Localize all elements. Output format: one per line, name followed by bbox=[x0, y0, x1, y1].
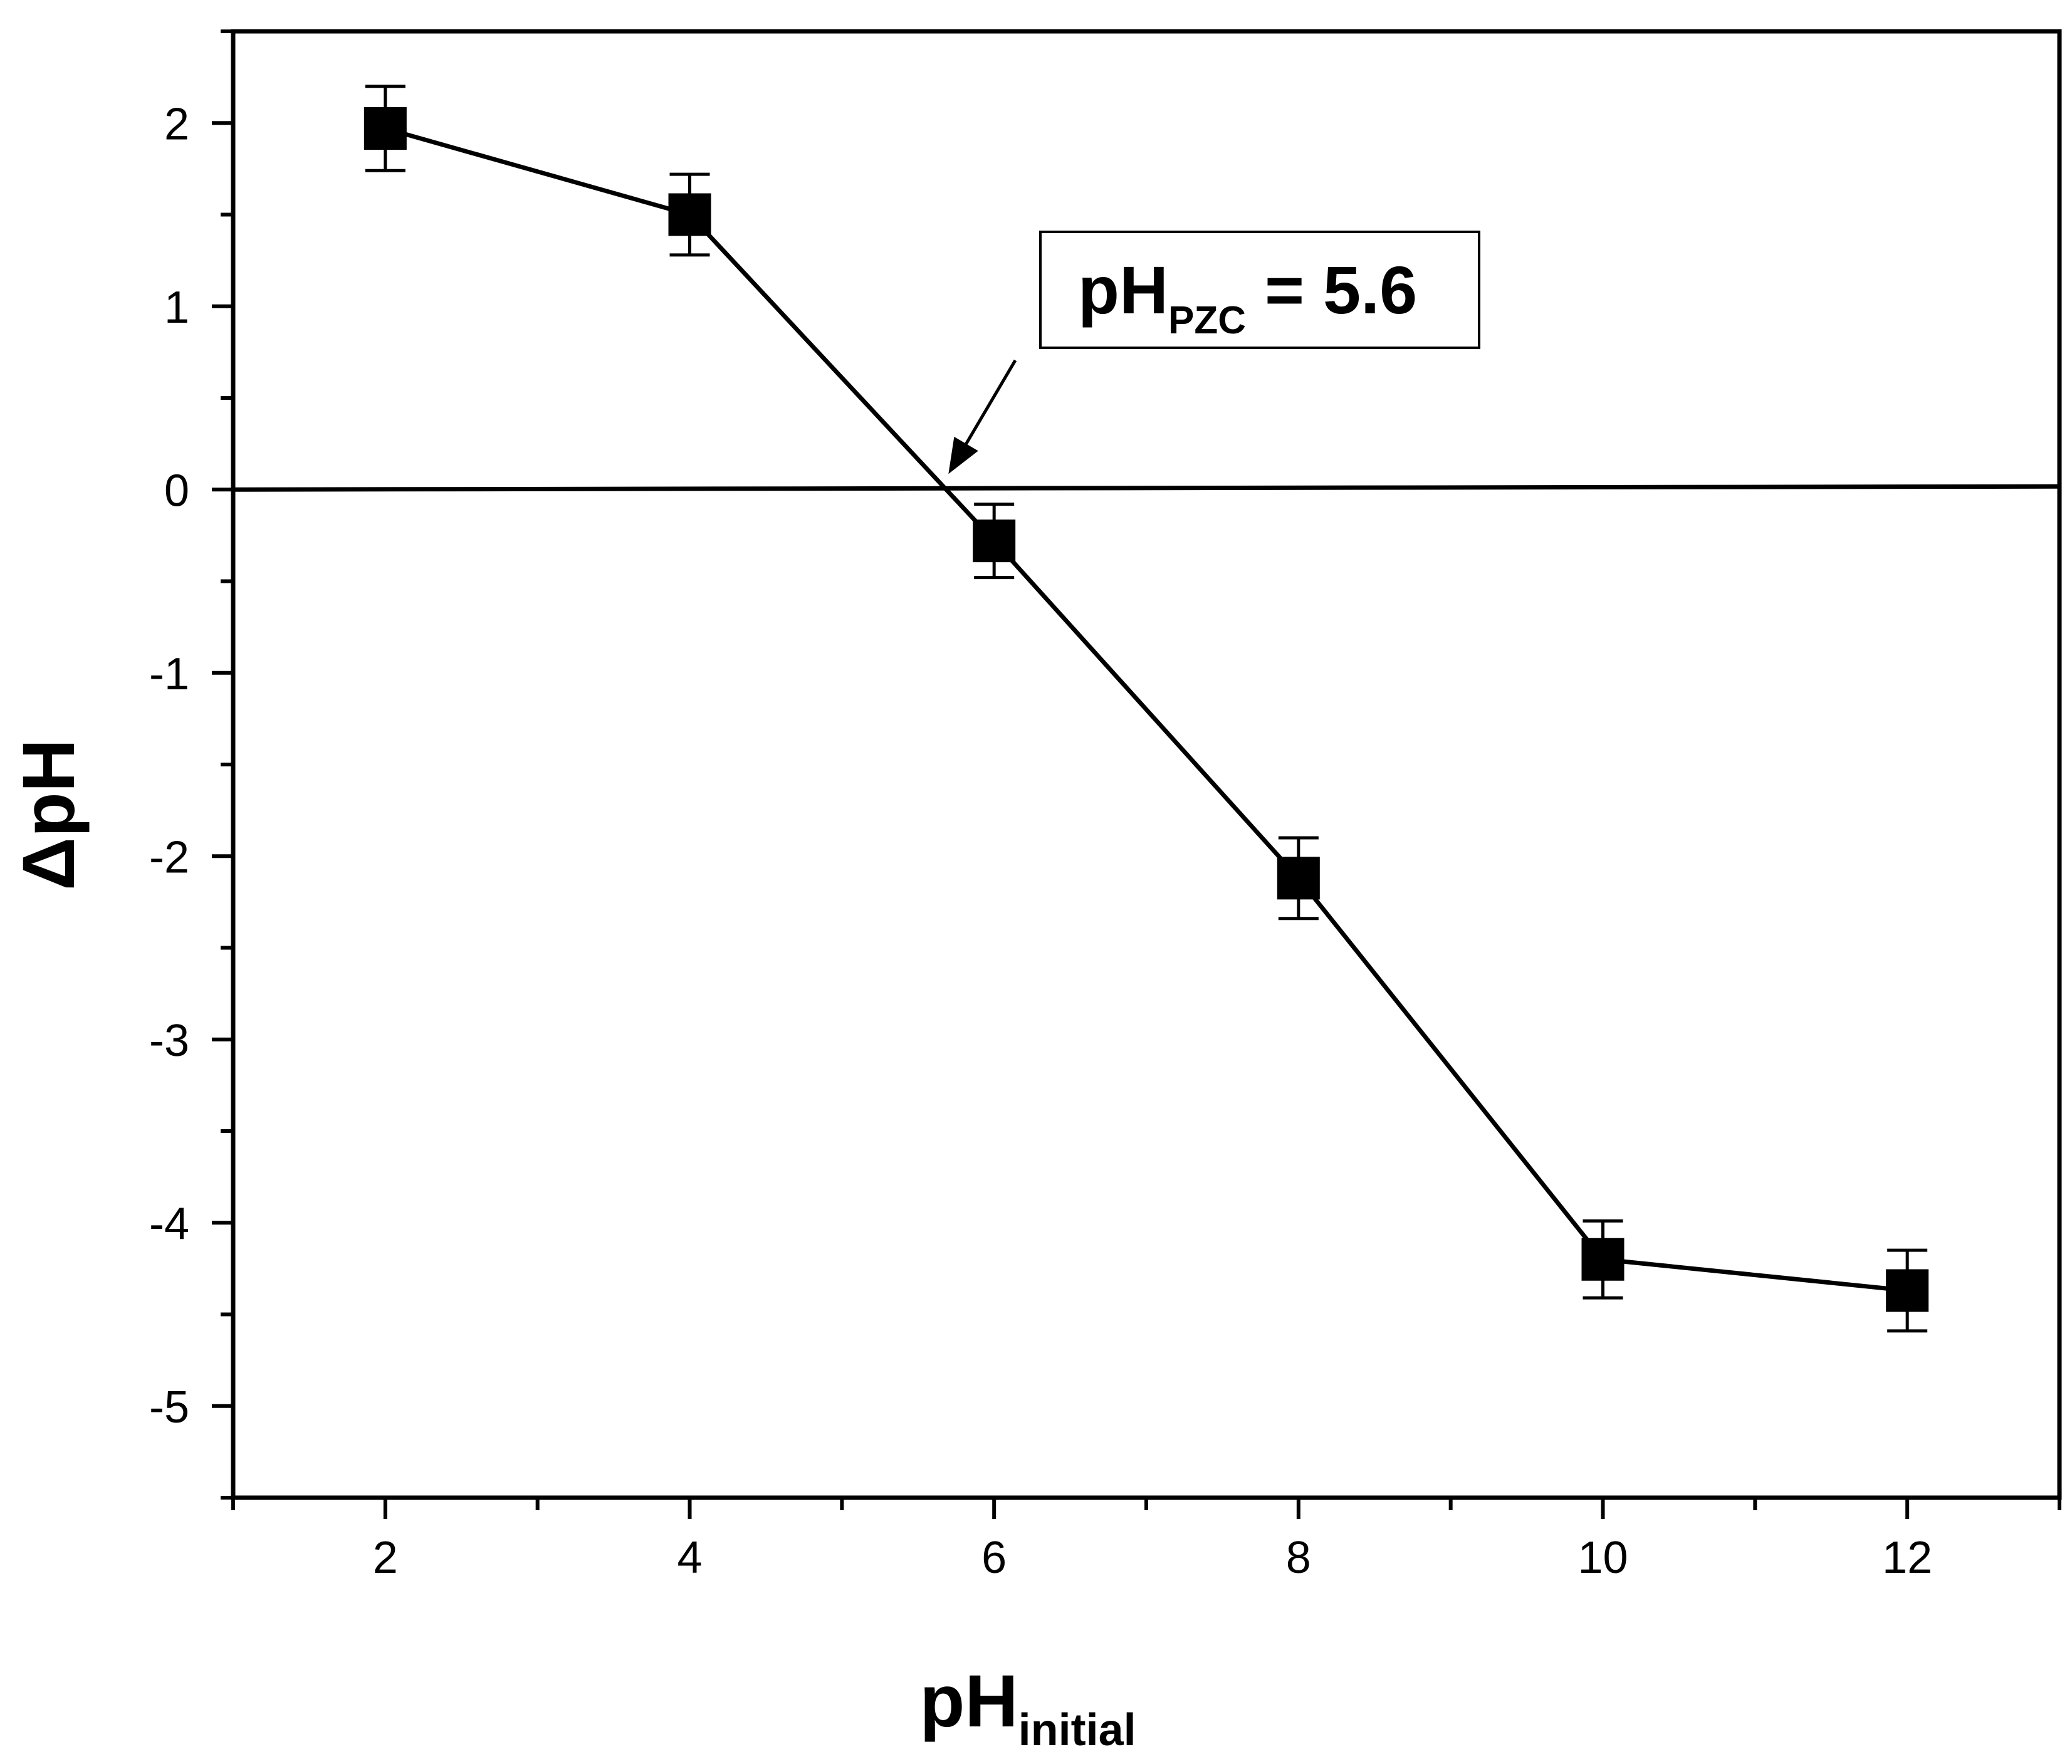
x-tick-label: 12 bbox=[1882, 1533, 1932, 1583]
zero-reference-layer bbox=[233, 484, 2060, 492]
annotation-suffix: = 5.6 bbox=[1246, 252, 1417, 328]
annotation-label: pHPZC = 5.6 bbox=[1078, 252, 1417, 342]
x-axis-title: pHinitial bbox=[919, 1660, 1136, 1755]
annotation-arrow-head bbox=[948, 436, 978, 474]
x-tick-label: 2 bbox=[373, 1533, 398, 1583]
annotation-arrow-shaft bbox=[960, 359, 1017, 454]
zero-reference-line bbox=[233, 484, 2060, 492]
series-layer bbox=[364, 85, 1929, 1333]
data-point-marker bbox=[973, 519, 1016, 563]
y-tick-label: 2 bbox=[164, 99, 189, 149]
data-point-marker bbox=[1581, 1238, 1625, 1281]
y-tick-label: 1 bbox=[164, 283, 189, 333]
data-point-marker bbox=[364, 107, 407, 150]
y-tick-label: -1 bbox=[149, 649, 189, 699]
annotation-sub: PZC bbox=[1168, 299, 1246, 342]
x-tick-label: 6 bbox=[981, 1533, 1007, 1583]
x-axis-title-sub: initial bbox=[1018, 1705, 1136, 1755]
y-tick-label: -5 bbox=[149, 1382, 189, 1433]
y-tick-label: -2 bbox=[149, 832, 189, 882]
data-point-marker bbox=[668, 193, 711, 236]
x-axis-title-main: pH bbox=[919, 1660, 1018, 1743]
annotation-box bbox=[1039, 231, 1480, 349]
x-tick-label: 10 bbox=[1578, 1533, 1628, 1583]
data-point-marker bbox=[1886, 1269, 1929, 1312]
y-tick-label: -3 bbox=[149, 1016, 189, 1066]
annotation-main: pH bbox=[1078, 252, 1168, 328]
x-tick-label: 4 bbox=[677, 1533, 702, 1583]
x-tick-label: 8 bbox=[1286, 1533, 1311, 1583]
data-point-marker bbox=[1277, 857, 1320, 900]
y-tick-label: -4 bbox=[149, 1199, 189, 1249]
y-tick-label: 0 bbox=[164, 466, 189, 516]
y-axis-title: ΔpH bbox=[8, 739, 90, 890]
series-line bbox=[384, 126, 1908, 1293]
annotation-arrow bbox=[948, 359, 1017, 474]
